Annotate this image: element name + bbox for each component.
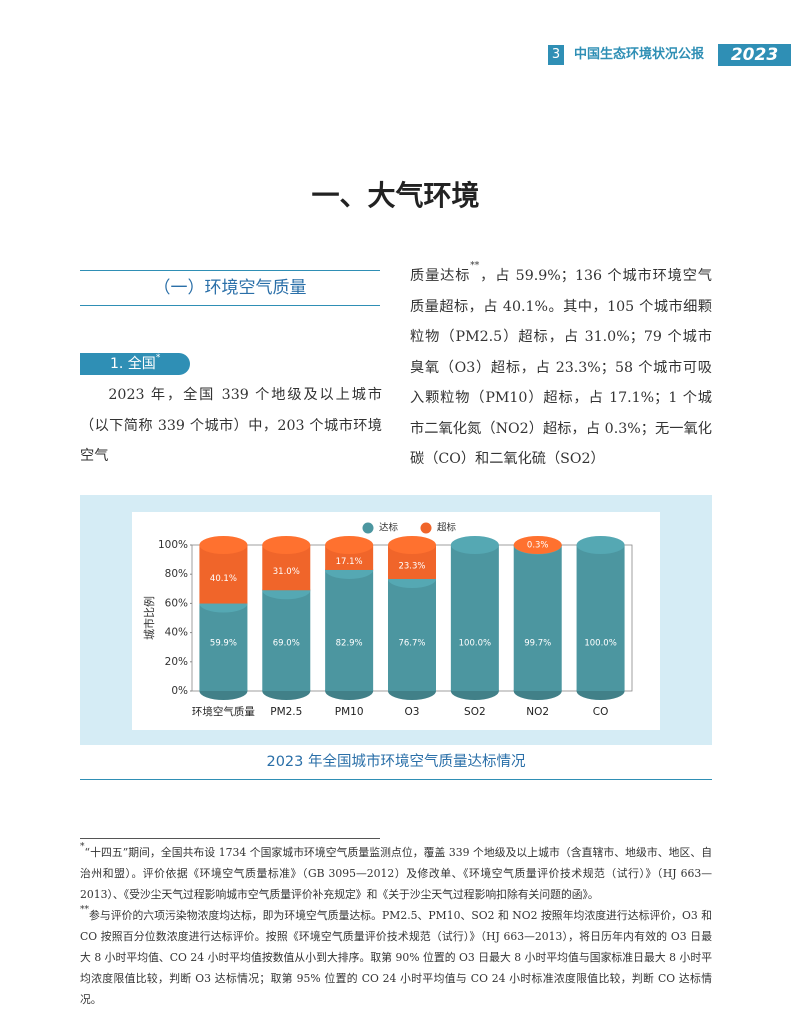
value-label: 99.7% <box>524 638 551 648</box>
footnote-marker: ** <box>470 261 480 271</box>
y-axis-title: 城市比例 <box>142 596 156 640</box>
y-tick-label: 40% <box>165 627 188 639</box>
bar-segment <box>513 545 562 691</box>
value-label: 31.0% <box>273 567 300 577</box>
cylinder-cap <box>513 536 562 554</box>
bar-segment <box>450 545 499 691</box>
cylinder-cap <box>576 536 625 554</box>
page-number: 3 <box>548 45 564 65</box>
cylinder-cap <box>262 536 311 554</box>
value-label: 76.7% <box>398 638 425 648</box>
subsection-heading: 1. 全国* <box>80 353 190 375</box>
value-label: 82.9% <box>336 638 363 648</box>
value-label: 40.1% <box>210 574 237 584</box>
paragraph: 2023 年，全国 339 个地级及以上城市（以下简称 339 个城市）中，20… <box>80 387 382 464</box>
cylinder-cap <box>450 536 499 554</box>
value-label: 23.3% <box>398 562 425 572</box>
subsection-label: 1. 全国 <box>110 356 156 372</box>
value-label: 59.9% <box>210 638 237 648</box>
footnote: **参与评价的六项污染物浓度均达标，即为环境空气质量达标。PM2.5、PM10、… <box>80 905 712 1010</box>
x-tick-label: 环境空气质量 <box>192 705 255 718</box>
bar-segment <box>388 579 436 691</box>
cylinder-cap <box>325 536 374 554</box>
y-tick-label: 60% <box>165 597 188 609</box>
figure-caption: 2023 年全国城市环境空气质量达标情况 <box>80 746 712 780</box>
x-tick-label: NO2 <box>526 706 549 718</box>
y-tick-label: 20% <box>165 656 188 668</box>
bar-segment <box>199 545 248 604</box>
footnote-text: 参与评价的六项污染物浓度均达标，即为环境空气质量达标。PM2.5、PM10、SO… <box>80 909 712 1006</box>
x-tick-label: CO <box>593 706 609 718</box>
value-label: 100.0% <box>459 638 491 648</box>
bar-segment <box>262 590 311 691</box>
value-label: 0.3% <box>527 541 549 551</box>
bar-segment <box>199 603 248 691</box>
section-heading: （一）环境空气质量 <box>80 270 380 306</box>
y-tick-label: 100% <box>158 539 188 551</box>
legend-label: 达标 <box>379 522 399 534</box>
footnote-rule <box>80 838 380 839</box>
legend-swatch <box>362 522 374 534</box>
legend-label: 超标 <box>437 522 457 534</box>
x-tick-label: O3 <box>405 706 420 718</box>
text: 质量达标 <box>410 268 471 284</box>
footnote-marker: ** <box>80 905 89 915</box>
footnote-marker: * <box>80 842 85 852</box>
bar-segment <box>576 545 625 691</box>
y-tick-label: 0% <box>171 685 188 697</box>
publication-name: 中国生态环境状况公报 <box>574 47 705 62</box>
value-label: 17.1% <box>336 557 363 567</box>
cylinder-cap <box>199 536 248 554</box>
value-label: 69.0% <box>273 638 300 648</box>
legend-swatch <box>420 522 432 534</box>
x-tick-label: PM10 <box>335 706 364 718</box>
cylinder-cap <box>388 536 436 554</box>
paragraph: 质量达标**，占 59.9%；136 个城市环境空气质量超标，占 40.1%。其… <box>410 261 712 475</box>
footnote-marker: * <box>155 353 161 363</box>
footnotes: *“十四五”期间，全国共布设 1734 个国家城市环境空气质量监测点位，覆盖 3… <box>80 842 712 1010</box>
y-tick-label: 80% <box>165 568 188 580</box>
bar-segment <box>325 569 374 691</box>
text: ，占 59.9%；136 个城市环境空气质量超标，占 40.1%。其中，105 … <box>410 268 712 467</box>
x-tick-label: SO2 <box>464 706 486 718</box>
footnote: *“十四五”期间，全国共布设 1734 个国家城市环境空气质量监测点位，覆盖 3… <box>80 842 712 905</box>
x-tick-label: PM2.5 <box>270 706 302 718</box>
publication-year: 2023 <box>718 44 791 66</box>
footnote-text: “十四五”期间，全国共布设 1734 个国家城市环境空气质量监测点位，覆盖 33… <box>80 846 712 901</box>
value-label: 100.0% <box>584 638 616 648</box>
chapter-title: 一、大气环境 <box>311 179 480 212</box>
